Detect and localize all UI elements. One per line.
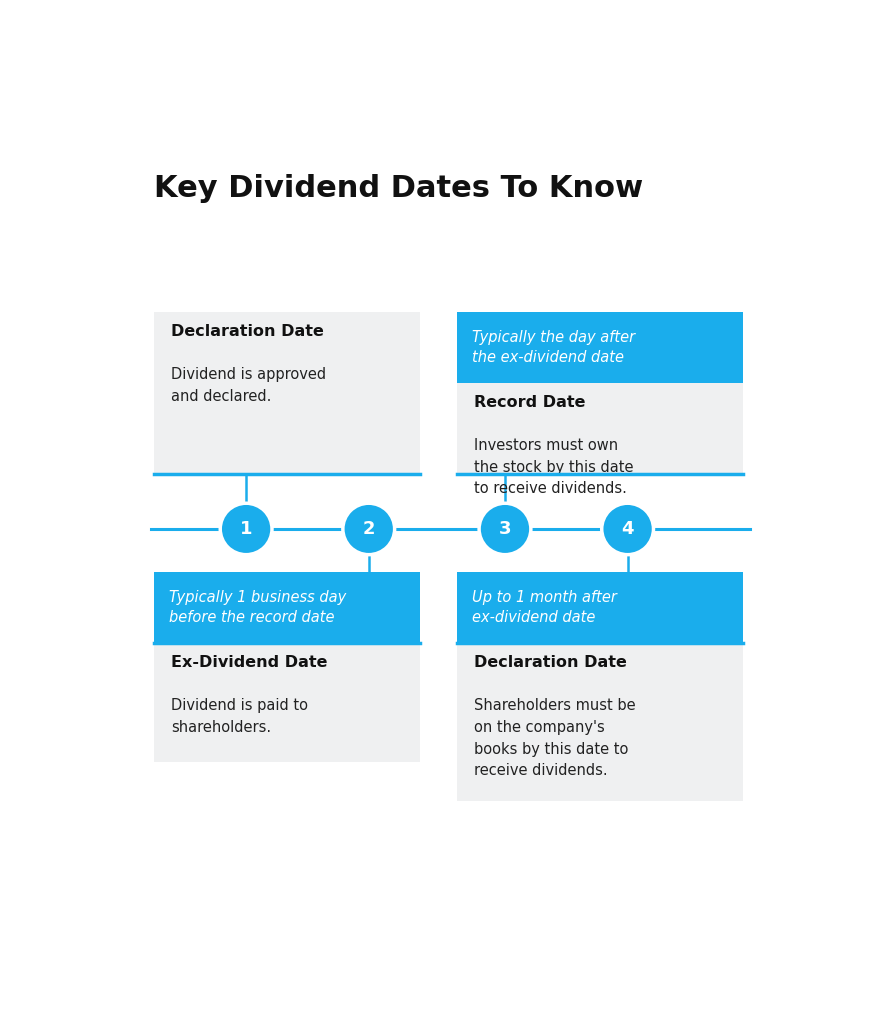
Text: 2: 2 [362,520,375,538]
Text: Declaration Date: Declaration Date [171,324,324,339]
Text: 1: 1 [240,520,252,538]
Ellipse shape [479,503,530,555]
FancyBboxPatch shape [154,312,420,474]
Text: Investors must own
the stock by this date
to receive dividends.: Investors must own the stock by this dat… [474,438,633,497]
Text: Shareholders must be
on the company's
books by this date to
receive dividends.: Shareholders must be on the company's bo… [474,698,635,778]
FancyBboxPatch shape [457,383,743,474]
FancyBboxPatch shape [154,643,420,762]
Text: Key Dividend Dates To Know: Key Dividend Dates To Know [154,174,643,203]
FancyBboxPatch shape [457,312,743,383]
Ellipse shape [601,503,652,555]
FancyBboxPatch shape [457,572,743,643]
Text: Declaration Date: Declaration Date [474,655,627,670]
FancyBboxPatch shape [154,572,420,643]
Text: Ex-Dividend Date: Ex-Dividend Date [171,655,327,670]
Text: Record Date: Record Date [474,395,585,410]
Text: 3: 3 [498,520,511,538]
FancyBboxPatch shape [457,643,743,801]
Ellipse shape [220,503,271,555]
Text: Up to 1 month after
ex-dividend date: Up to 1 month after ex-dividend date [471,590,616,626]
Ellipse shape [342,503,394,555]
Text: Typically 1 business day
before the record date: Typically 1 business day before the reco… [169,590,346,626]
Text: Dividend is approved
and declared.: Dividend is approved and declared. [171,368,326,403]
Text: 4: 4 [621,520,633,538]
Text: Dividend is paid to
shareholders.: Dividend is paid to shareholders. [171,698,308,735]
Text: Typically the day after
the ex-dividend date: Typically the day after the ex-dividend … [471,330,635,366]
